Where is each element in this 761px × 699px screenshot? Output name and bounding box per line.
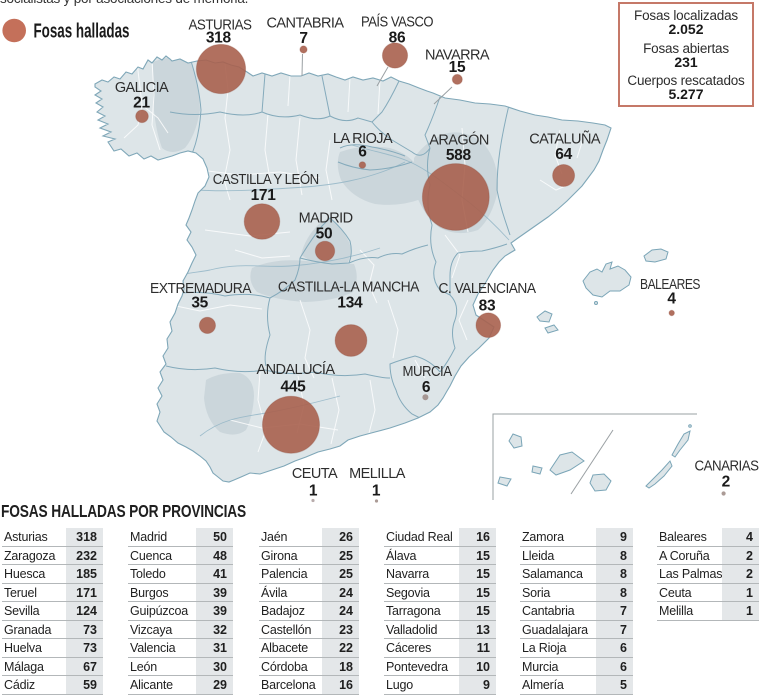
svg-text:BALEARES: BALEARES: [640, 277, 700, 293]
svg-text:318: 318: [206, 30, 232, 47]
svg-text:35: 35: [191, 295, 208, 312]
svg-text:C. VALENCIANA: C. VALENCIANA: [439, 281, 537, 297]
svg-text:NAVARRA: NAVARRA: [425, 48, 490, 64]
svg-text:CANARIAS: CANARIAS: [695, 459, 759, 475]
svg-text:21: 21: [133, 94, 150, 111]
svg-text:MELILLA: MELILLA: [349, 466, 406, 482]
svg-text:7: 7: [299, 30, 307, 47]
svg-text:83: 83: [479, 298, 496, 315]
svg-text:134: 134: [337, 294, 363, 311]
svg-text:ASTURIAS: ASTURIAS: [189, 18, 252, 34]
svg-text:GALICIA: GALICIA: [115, 80, 169, 96]
svg-text:ARAGÓN: ARAGÓN: [429, 131, 489, 148]
svg-text:4: 4: [667, 290, 676, 307]
svg-text:171: 171: [251, 187, 277, 204]
svg-text:6: 6: [358, 144, 367, 161]
svg-text:588: 588: [446, 147, 472, 164]
svg-text:6: 6: [422, 379, 431, 396]
svg-text:MURCIA: MURCIA: [403, 364, 453, 380]
svg-text:ANDALUCÍA: ANDALUCÍA: [256, 361, 335, 378]
svg-text:15: 15: [449, 59, 466, 76]
svg-text:CASTILLA Y LEÓN: CASTILLA Y LEÓN: [213, 171, 319, 188]
svg-text:CATALUÑA: CATALUÑA: [529, 131, 601, 148]
svg-text:PAÍS VASCO: PAÍS VASCO: [361, 14, 433, 31]
svg-text:EXTREMADURA: EXTREMADURA: [150, 281, 252, 297]
svg-text:MADRID: MADRID: [299, 210, 353, 226]
svg-text:CEUTA: CEUTA: [292, 466, 338, 482]
svg-text:LA RIOJA: LA RIOJA: [333, 131, 393, 147]
svg-text:CASTILLA-LA MANCHA: CASTILLA-LA MANCHA: [278, 280, 420, 296]
svg-text:50: 50: [316, 225, 333, 242]
svg-text:86: 86: [389, 30, 406, 47]
svg-text:1: 1: [309, 483, 318, 500]
svg-text:1: 1: [372, 483, 381, 500]
svg-text:64: 64: [555, 146, 572, 163]
svg-text:Fosas halladas: Fosas halladas: [34, 20, 130, 42]
svg-text:445: 445: [281, 379, 307, 396]
svg-text:CANTABRIA: CANTABRIA: [267, 16, 345, 32]
svg-text:2: 2: [722, 474, 730, 491]
